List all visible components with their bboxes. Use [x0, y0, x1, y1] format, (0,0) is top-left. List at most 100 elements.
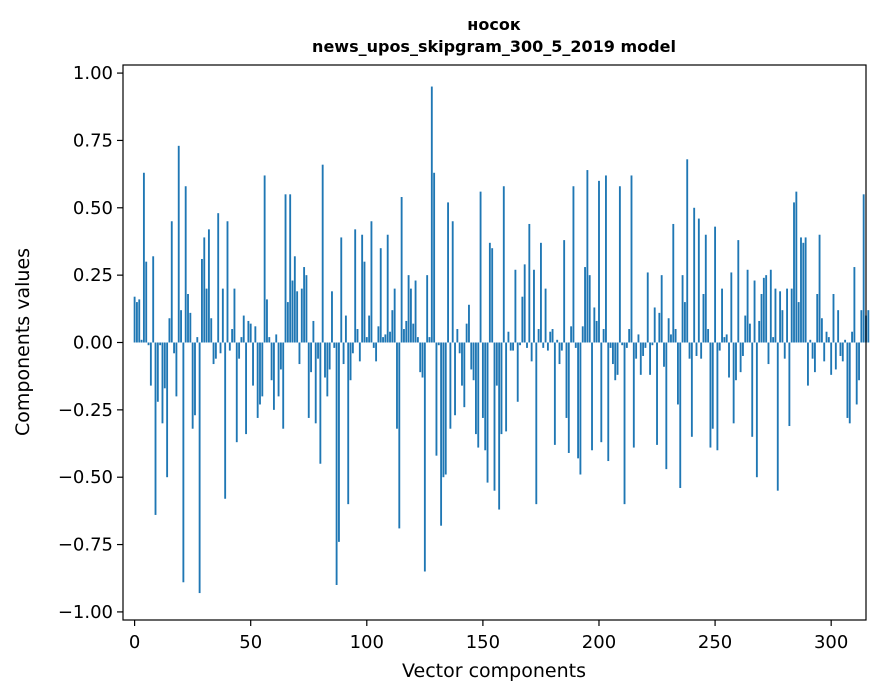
- bar-65: [284, 194, 287, 343]
- bar-184: [560, 342, 563, 351]
- bar-156: [495, 342, 498, 386]
- bar-270: [760, 294, 763, 343]
- chart-subtitle: news_upos_skipgram_300_5_2019 model: [312, 37, 676, 56]
- bar-48: [245, 342, 247, 435]
- bar-9: [154, 342, 157, 515]
- bar-284: [793, 202, 795, 343]
- bar-223: [651, 342, 654, 346]
- bar-116: [403, 329, 405, 343]
- bar-64: [282, 342, 285, 429]
- y-tick-label: 0.75: [73, 130, 113, 151]
- bar-256: [728, 342, 730, 378]
- bar-231: [670, 334, 672, 343]
- bar-112: [393, 288, 396, 343]
- bar-35: [214, 342, 217, 359]
- bar-38: [221, 288, 224, 343]
- bar-304: [839, 342, 842, 356]
- bar-144: [468, 304, 470, 343]
- bar-39: [224, 342, 227, 499]
- bar-216: [635, 342, 638, 359]
- bar-1: [136, 302, 138, 343]
- bar-137: [451, 221, 454, 343]
- bar-52: [254, 326, 257, 343]
- y-tick-label: −0.50: [58, 467, 113, 488]
- bar-67: [289, 194, 292, 343]
- bar-139: [456, 329, 459, 343]
- bar-309: [851, 331, 853, 343]
- bar-193: [581, 326, 584, 343]
- bar-281: [786, 288, 788, 343]
- bar-22: [184, 186, 187, 343]
- bar-74: [305, 275, 308, 343]
- bar-140: [458, 342, 461, 354]
- bar-62: [277, 342, 280, 397]
- bar-141: [461, 342, 463, 386]
- bar-250: [714, 226, 717, 343]
- bar-19: [177, 145, 180, 343]
- bar-88: [338, 342, 340, 542]
- bar-267: [753, 280, 756, 343]
- bar-53: [256, 342, 259, 418]
- bar-130: [435, 342, 438, 456]
- bar-37: [219, 342, 222, 354]
- bar-172: [533, 269, 535, 343]
- bar-187: [567, 342, 570, 453]
- bar-272: [765, 275, 768, 343]
- bar-252: [718, 342, 721, 351]
- bar-269: [758, 320, 761, 343]
- bar-287: [800, 237, 802, 343]
- bar-107: [382, 337, 384, 343]
- bar-55: [261, 342, 264, 397]
- bar-28: [198, 342, 201, 594]
- bar-99: [363, 261, 366, 343]
- bar-149: [479, 191, 482, 343]
- bar-17: [173, 342, 176, 354]
- bar-177: [544, 288, 547, 343]
- bar-61: [275, 334, 278, 343]
- bar-122: [416, 337, 419, 343]
- bar-198: [593, 307, 596, 343]
- bar-167: [521, 296, 524, 343]
- bar-160: [505, 342, 508, 432]
- bar-132: [440, 342, 443, 526]
- bar-168: [523, 264, 526, 343]
- bar-197: [591, 342, 593, 451]
- bar-176: [542, 342, 545, 348]
- bar-121: [414, 280, 417, 343]
- chart-title: носок: [467, 15, 521, 34]
- bar-215: [632, 342, 635, 448]
- bar-280: [783, 342, 786, 359]
- bar-312: [858, 342, 860, 381]
- bar-306: [844, 339, 847, 343]
- bar-133: [442, 342, 445, 478]
- bar-104: [375, 342, 378, 362]
- bar-251: [716, 342, 719, 451]
- bar-27: [196, 337, 199, 343]
- bar-221: [646, 272, 649, 343]
- bar-204: [607, 342, 610, 462]
- bar-237: [683, 302, 686, 343]
- bar-71: [298, 342, 301, 365]
- bar-92: [347, 342, 350, 505]
- bar-206: [611, 342, 614, 365]
- bar-174: [537, 329, 540, 343]
- bar-277: [776, 342, 779, 491]
- bar-233: [674, 329, 677, 343]
- bar-170: [528, 223, 531, 343]
- y-tick-label: 1.00: [73, 63, 113, 84]
- x-tick-label: 250: [698, 632, 732, 653]
- bar-4: [142, 172, 145, 343]
- bar-18: [175, 342, 178, 397]
- bar-162: [509, 342, 512, 351]
- bar-21: [182, 342, 185, 583]
- bar-3: [140, 339, 143, 343]
- bar-120: [412, 323, 415, 343]
- bar-68: [291, 280, 294, 343]
- bar-199: [595, 320, 598, 343]
- bar-44: [235, 342, 238, 443]
- bar-217: [637, 334, 640, 343]
- bar-75: [307, 342, 310, 418]
- bar-203: [605, 175, 607, 343]
- bar-222: [649, 342, 651, 375]
- bar-191: [577, 342, 580, 459]
